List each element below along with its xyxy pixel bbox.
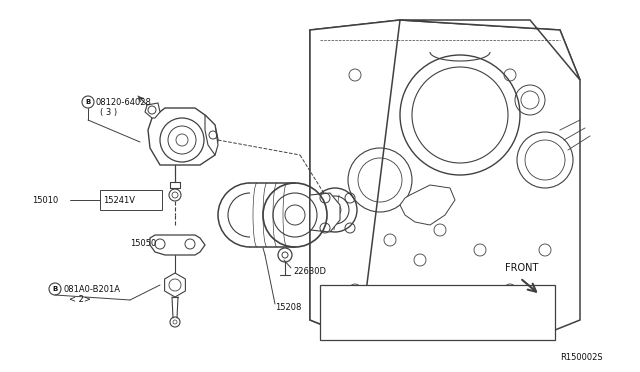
Text: 08120-64028: 08120-64028: [96, 97, 152, 106]
Bar: [100, 190, 162, 210]
Polygon shape: [145, 103, 160, 118]
Text: 15010: 15010: [32, 196, 58, 205]
Text: 15241V: 15241V: [103, 196, 135, 205]
Polygon shape: [400, 20, 580, 80]
Polygon shape: [164, 273, 186, 297]
Text: FRONT: FRONT: [505, 263, 538, 273]
Polygon shape: [310, 193, 340, 232]
Text: ( 3 ): ( 3 ): [100, 108, 117, 116]
Polygon shape: [400, 185, 455, 225]
Polygon shape: [148, 108, 218, 165]
Polygon shape: [150, 235, 205, 255]
Text: < 2>: < 2>: [69, 295, 91, 305]
Text: 15208: 15208: [275, 304, 301, 312]
Polygon shape: [310, 20, 580, 340]
Text: B: B: [85, 99, 91, 105]
Polygon shape: [205, 115, 218, 155]
Text: B: B: [52, 286, 58, 292]
Polygon shape: [320, 285, 555, 340]
Text: 081A0-B201A: 081A0-B201A: [63, 285, 120, 294]
Text: 15050: 15050: [130, 238, 156, 247]
Polygon shape: [310, 20, 400, 340]
Text: 22630D: 22630D: [293, 267, 326, 276]
Text: R150002S: R150002S: [560, 353, 603, 362]
